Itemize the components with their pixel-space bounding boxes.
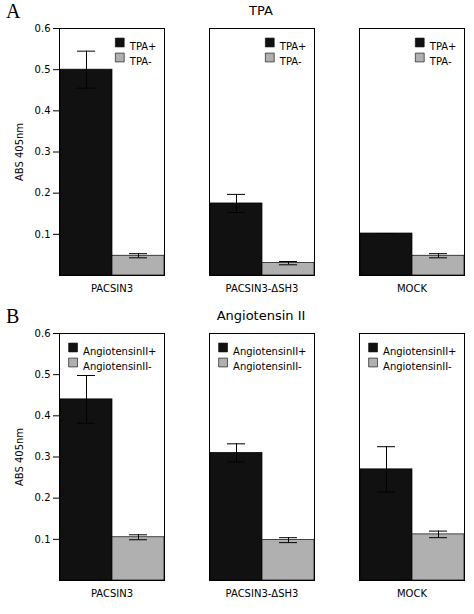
svg-text:0.1: 0.1 xyxy=(35,534,51,545)
html-text:Angiotensin II: Angiotensin II xyxy=(216,308,306,323)
svg-text:0.3: 0.3 xyxy=(35,146,51,157)
svg-text:ABS 405nm: ABS 405nm xyxy=(14,428,25,486)
svg-text:AngiotensinII-: AngiotensinII- xyxy=(233,361,302,372)
svg-text:TPA+: TPA+ xyxy=(279,41,307,52)
svg-text:MOCK: MOCK xyxy=(397,588,427,599)
svg-text:0.4: 0.4 xyxy=(35,410,51,421)
svg-text:0.6: 0.6 xyxy=(35,23,51,34)
svg-text:MOCK: MOCK xyxy=(397,283,427,294)
svg-text:0.6: 0.6 xyxy=(35,328,51,339)
svg-text:PACSIN3: PACSIN3 xyxy=(91,588,133,599)
svg-text:0.1: 0.1 xyxy=(35,229,51,240)
svg-text:TPA-: TPA- xyxy=(129,56,152,67)
svg-text:AngiotensinII-: AngiotensinII- xyxy=(383,361,452,372)
svg-text:TPA+: TPA+ xyxy=(429,41,457,52)
svg-text:TPA-: TPA- xyxy=(279,56,302,67)
svg-text:PACSIN3-ΔSH3: PACSIN3-ΔSH3 xyxy=(226,588,299,599)
svg-text:AngiotensinII-: AngiotensinII- xyxy=(83,361,152,372)
svg-text:0.4: 0.4 xyxy=(35,105,51,116)
svg-text:ABS 405nm: ABS 405nm xyxy=(14,123,25,181)
svg-text:AngiotensinII+: AngiotensinII+ xyxy=(383,346,456,357)
svg-text:TPA-: TPA- xyxy=(429,56,452,67)
svg-text:AngiotensinII+: AngiotensinII+ xyxy=(83,346,156,357)
svg-text:AngiotensinII+: AngiotensinII+ xyxy=(233,346,306,357)
svg-text:0.5: 0.5 xyxy=(35,64,51,75)
svg-text:PACSIN3-ΔSH3: PACSIN3-ΔSH3 xyxy=(226,283,299,294)
html-text:B: B xyxy=(6,305,20,327)
svg-text:0.2: 0.2 xyxy=(35,492,51,503)
svg-text:PACSIN3: PACSIN3 xyxy=(91,283,133,294)
svg-text:TPA+: TPA+ xyxy=(129,41,157,52)
html-text:TPA: TPA xyxy=(249,3,273,18)
html-text:A: A xyxy=(6,0,21,22)
svg-text:0.5: 0.5 xyxy=(35,369,51,380)
svg-text:0.2: 0.2 xyxy=(35,187,51,198)
svg-text:0.3: 0.3 xyxy=(35,451,51,462)
